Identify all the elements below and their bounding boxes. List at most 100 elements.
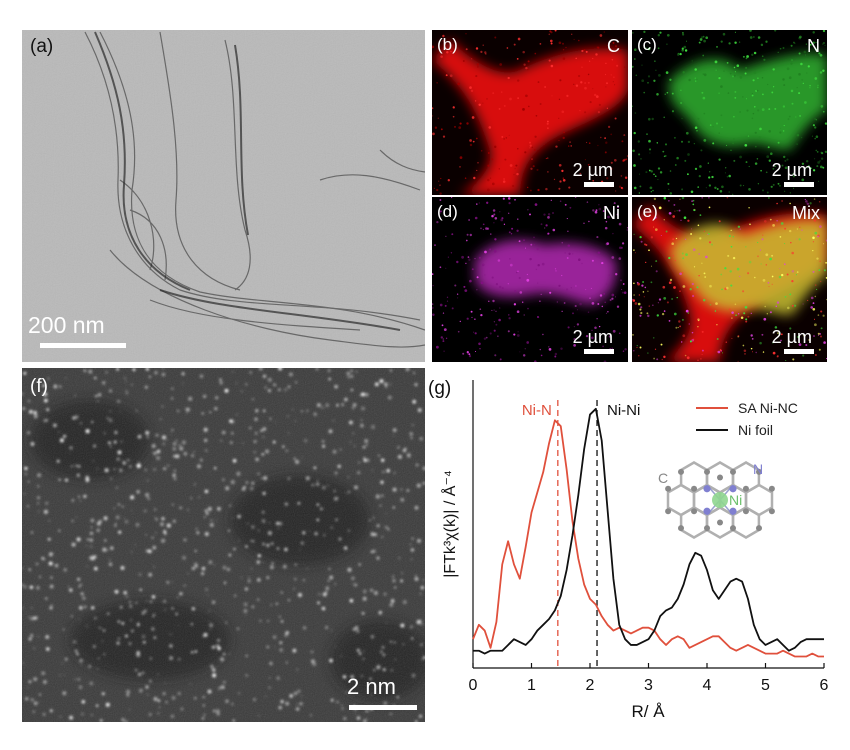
speckle <box>74 678 76 681</box>
speckle <box>761 238 764 241</box>
speckle <box>663 116 666 119</box>
speckle <box>671 297 674 301</box>
speckle <box>42 713 46 716</box>
speckle <box>802 303 804 305</box>
speckle <box>576 309 579 311</box>
x-tick-label: 4 <box>703 677 712 694</box>
speckle <box>411 423 414 427</box>
speckle <box>761 55 764 58</box>
speckle <box>170 432 172 435</box>
speckle <box>457 330 460 333</box>
speckle <box>446 296 449 298</box>
speckle <box>476 289 478 291</box>
speckle <box>164 682 166 684</box>
speckle <box>187 573 189 575</box>
speckle <box>728 174 731 178</box>
speckle <box>693 266 696 268</box>
speckle <box>794 304 797 307</box>
speckle <box>792 41 795 44</box>
speckle <box>208 610 210 612</box>
speckle <box>114 589 119 594</box>
speckle <box>696 130 698 132</box>
speckle <box>817 332 821 335</box>
speckle <box>64 674 66 676</box>
speckle <box>768 285 770 288</box>
speckle <box>634 252 637 254</box>
speckle <box>124 519 129 524</box>
speckle <box>554 30 557 32</box>
speckle <box>346 371 351 376</box>
speckle <box>493 329 496 332</box>
speckle <box>638 153 641 156</box>
speckle <box>694 209 696 211</box>
speckle <box>822 30 826 33</box>
speckle <box>465 239 468 242</box>
speckle <box>648 148 652 151</box>
speckle <box>681 117 683 120</box>
speckle <box>702 96 706 100</box>
speckle <box>777 182 780 185</box>
carbon-atom <box>717 519 723 526</box>
speckle <box>573 338 576 341</box>
speckle <box>801 137 803 139</box>
speckle <box>475 137 478 140</box>
speckle <box>714 310 717 312</box>
speckle <box>531 158 533 160</box>
speckle <box>791 251 794 255</box>
speckle <box>654 348 657 350</box>
speckle <box>439 266 442 269</box>
speckle <box>549 291 552 294</box>
speckle <box>537 188 540 192</box>
speckle <box>734 71 736 73</box>
speckle <box>487 152 490 154</box>
speckle <box>37 473 42 478</box>
speckle <box>125 380 128 383</box>
speckle <box>758 136 761 139</box>
speckle <box>459 156 463 159</box>
speckle <box>607 215 610 219</box>
speckle <box>382 653 386 657</box>
speckle <box>43 680 47 684</box>
speckle <box>707 162 709 164</box>
speckle <box>202 704 205 707</box>
speckle <box>43 392 48 397</box>
speckle <box>267 389 271 393</box>
speckle <box>118 637 120 640</box>
speckle <box>71 519 74 523</box>
speckle <box>554 355 557 358</box>
speckle <box>749 36 753 39</box>
speckle <box>472 140 475 143</box>
speckle <box>76 537 81 542</box>
speckle <box>655 69 657 72</box>
speckle <box>119 410 121 412</box>
speckle <box>558 139 560 142</box>
speckle <box>675 237 678 240</box>
speckle <box>607 311 609 313</box>
speckle <box>157 673 159 676</box>
speckle <box>815 48 818 51</box>
speckle <box>194 562 198 566</box>
speckle <box>171 387 174 390</box>
speckle <box>826 298 827 301</box>
speckle <box>769 311 772 314</box>
speckle <box>176 596 179 599</box>
speckle <box>366 458 370 462</box>
speckle <box>654 175 657 178</box>
speckle <box>261 477 263 480</box>
speckle <box>71 542 76 547</box>
speckle <box>386 683 390 687</box>
speckle <box>618 257 622 260</box>
speckle <box>85 545 88 547</box>
speckle <box>78 605 83 610</box>
speckle <box>191 454 195 458</box>
speckle <box>465 262 467 265</box>
speckle <box>443 350 445 353</box>
speckle <box>633 233 635 235</box>
speckle <box>74 649 78 653</box>
speckle <box>792 175 796 178</box>
speckle <box>258 368 263 371</box>
speckle <box>634 302 638 305</box>
speckle <box>254 432 258 435</box>
speckle <box>591 259 594 262</box>
speckle <box>814 118 816 120</box>
